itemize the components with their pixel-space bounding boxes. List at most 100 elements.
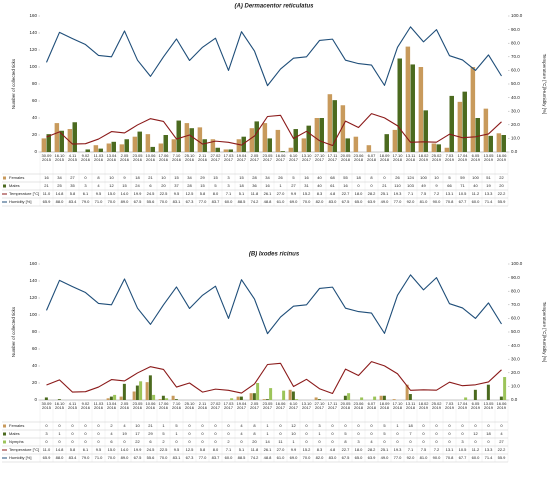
table-cell: 24.5 <box>146 191 155 196</box>
bar <box>98 148 103 152</box>
table-cell: 10.5 <box>458 447 467 452</box>
bar <box>202 139 207 152</box>
table-cell: 4 <box>240 431 243 436</box>
y-tick-label: 0 <box>34 397 37 402</box>
x-tick-label: 23.05 2016 <box>132 154 143 163</box>
y-tick-label: 60 <box>32 346 38 351</box>
table-cell: 26 <box>278 175 283 180</box>
bar <box>148 375 152 400</box>
table-cell: 19.3 <box>393 447 402 452</box>
table-cell: 11.8 <box>250 447 259 452</box>
x-tick-label: 2.05 2016 <box>120 154 129 163</box>
bar <box>236 396 240 400</box>
x-tick-label: 13.05 2019 <box>483 402 494 411</box>
table-cell: 0 <box>97 431 100 436</box>
table-cell: 8.3 <box>316 447 323 452</box>
y2-tick-label: 80.0 <box>511 288 520 293</box>
table-cell: 0 <box>201 423 204 428</box>
y-tick-label: 120 <box>29 47 37 52</box>
table-cell: 20 <box>161 183 166 188</box>
table-cell: 74.2 <box>250 455 259 460</box>
table-cell: 0 <box>305 423 308 428</box>
bar <box>230 398 234 400</box>
table-cell: 0 <box>487 439 490 444</box>
bar <box>132 136 138 152</box>
x-tick-label: 13.11 2018 <box>405 402 416 411</box>
table-cell: 7.1 <box>407 447 414 452</box>
table-cell: 14.8 <box>55 191 64 196</box>
bar <box>332 100 337 152</box>
table-cell: 82.0 <box>315 199 324 204</box>
table-cell: 0 <box>84 431 87 436</box>
table-cell: 8 <box>370 175 373 180</box>
table-cell: 83.7 <box>211 199 220 204</box>
bar <box>449 95 454 152</box>
table-cell: 13.1 <box>445 447 454 452</box>
table-cell: 27.0 <box>276 191 285 196</box>
table-cell: 34 <box>57 175 62 180</box>
bar <box>137 131 142 152</box>
x-tick-label: 23.06 2018 <box>353 402 364 411</box>
bar <box>111 141 116 152</box>
table-cell: 15.2 <box>302 447 311 452</box>
table-cell: 67.5 <box>133 199 142 204</box>
table-cell: 110 <box>394 183 401 188</box>
table-cell: 10 <box>291 431 296 436</box>
x-tick-label: 27.10 2017 <box>314 154 325 163</box>
bar <box>171 395 175 400</box>
bar <box>319 118 324 152</box>
x-tick-label: 17.06 2016 <box>158 154 169 163</box>
table-cell: 18 <box>486 431 491 436</box>
bar <box>215 147 220 152</box>
table-cell: 22 <box>499 175 504 180</box>
bar <box>67 129 73 152</box>
table-cell: 92.0 <box>406 455 415 460</box>
table-cell: 26.1 <box>263 191 272 196</box>
bar <box>165 398 169 400</box>
table-cell: 0 <box>474 423 477 428</box>
legend-swatch <box>3 424 6 428</box>
x-tick-label: 17.10 2018 <box>392 402 403 411</box>
table-cell: 0 <box>396 439 399 444</box>
chart-title: (A) Dermacentor reticulatus <box>234 4 314 10</box>
table-cell: 59 <box>460 175 465 180</box>
table-cell: 0 <box>58 439 61 444</box>
table-cell: 8 <box>253 431 256 436</box>
table-cell: 7 <box>409 431 412 436</box>
table-cell: 1 <box>318 431 321 436</box>
bar <box>145 382 149 400</box>
table-cell: 11.0 <box>42 447 51 452</box>
table-cell: 55.6 <box>146 455 155 460</box>
table-cell: 124 <box>407 175 414 180</box>
bar <box>135 385 139 400</box>
y2-tick-label: 30.0 <box>511 356 520 361</box>
bar <box>236 139 242 152</box>
table-cell: 81.0 <box>419 199 428 204</box>
bar <box>132 391 136 400</box>
bar <box>139 381 143 400</box>
table-cell: 11.2 <box>471 191 480 196</box>
legend-label: Temperature [°C] <box>9 191 40 196</box>
y2-tick-label: 100.0 <box>511 261 523 266</box>
table-cell: 88.0 <box>55 455 64 460</box>
table-cell: 9.5 <box>95 447 102 452</box>
table-cell: 6.1 <box>82 191 89 196</box>
table-cell: 49.0 <box>380 199 389 204</box>
table-cell: 60.0 <box>471 455 480 460</box>
bar <box>93 145 99 152</box>
table-cell: 0 <box>305 439 308 444</box>
table-cell: 1 <box>162 423 165 428</box>
line <box>45 26 502 87</box>
table-cell: 26.1 <box>263 447 272 452</box>
table-cell: 0 <box>84 175 87 180</box>
table-cell: 65.9 <box>42 199 51 204</box>
x-tick-label: 6.05 2019 <box>471 154 480 163</box>
table-cell: 0 <box>474 439 477 444</box>
y2-tick-label: 30.0 <box>511 108 520 113</box>
y-tick-label: 160 <box>29 13 37 18</box>
table-cell: 16 <box>304 175 309 180</box>
x-tick-label: 17.03 2017 <box>223 402 234 411</box>
table-cell: 4.8 <box>329 191 336 196</box>
table-cell: 0 <box>201 439 204 444</box>
bar <box>262 399 266 400</box>
